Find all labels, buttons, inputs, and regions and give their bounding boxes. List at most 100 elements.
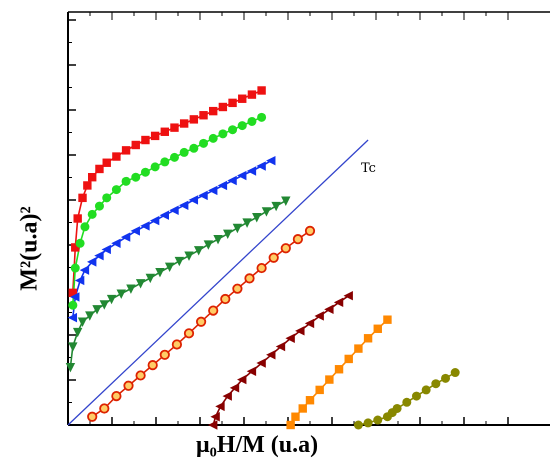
data-point-s1: [238, 94, 247, 103]
data-point-s5: [123, 380, 134, 391]
data-point-s5: [111, 390, 122, 402]
data-point-s3: [227, 175, 237, 186]
series-line-3: [72, 159, 272, 318]
data-point-s4: [261, 207, 272, 217]
data-point-s2: [237, 121, 247, 131]
x-axis-label: μ₀H/M (u.a): [196, 432, 319, 458]
data-point-s4: [126, 284, 136, 294]
data-point-s1: [95, 164, 104, 174]
data-point-s2: [80, 222, 90, 232]
data-point-s4: [92, 305, 102, 315]
data-point-s1: [73, 214, 82, 223]
data-point-s4: [155, 267, 165, 278]
data-point-s1: [112, 152, 121, 161]
data-point-s4: [223, 229, 233, 239]
series-lines: [69, 89, 456, 426]
data-point-s2: [75, 238, 85, 248]
data-point-s1: [228, 98, 237, 108]
data-point-s5: [87, 411, 98, 422]
data-point-s5: [292, 234, 303, 245]
data-point-s2: [228, 125, 238, 135]
data-point-s3: [94, 250, 104, 261]
data-point-s3: [246, 166, 257, 176]
data-point-s5: [220, 293, 231, 305]
data-point-s3: [67, 312, 78, 323]
data-point-s3: [169, 205, 179, 215]
data-point-s3: [208, 185, 218, 196]
data-point-s5: [171, 339, 182, 350]
data-point-s4: [99, 300, 109, 310]
data-point-s6: [295, 326, 305, 336]
data-point-s5: [99, 403, 110, 414]
data-point-s1: [189, 115, 199, 124]
data-point-s1: [68, 288, 78, 298]
data-point-s7: [291, 412, 300, 421]
series-markers: [65, 86, 460, 430]
data-point-s5: [280, 243, 291, 254]
data-point-s7: [286, 420, 295, 430]
data-point-s3: [111, 238, 121, 248]
data-point-s6: [237, 374, 247, 385]
data-point-s3: [237, 170, 247, 181]
data-point-s5: [196, 316, 207, 327]
data-point-s5: [268, 252, 279, 263]
data-point-s4: [281, 196, 291, 206]
data-point-s7: [383, 315, 392, 324]
data-point-s1: [160, 127, 169, 136]
data-point-s4: [164, 262, 175, 273]
data-point-s7: [315, 385, 324, 395]
axis-ticks: [68, 12, 509, 425]
data-point-s4: [65, 362, 76, 373]
data-point-s8: [431, 379, 441, 389]
data-point-s4: [203, 240, 214, 250]
data-point-s3: [130, 226, 140, 236]
data-point-s2: [179, 147, 189, 157]
data-point-s3: [178, 200, 189, 210]
tc-annotation: Tc: [361, 161, 376, 176]
data-point-s3: [70, 292, 80, 302]
data-point-s1: [102, 158, 111, 167]
data-point-s7: [363, 334, 373, 343]
series-line-1: [72, 89, 262, 293]
data-point-s3: [198, 190, 208, 201]
data-point-s4: [68, 342, 78, 352]
data-point-s4: [77, 317, 88, 327]
data-point-s2: [111, 185, 121, 195]
data-point-s1: [71, 243, 80, 252]
data-point-s4: [271, 201, 281, 212]
data-point-s2: [70, 263, 80, 273]
tc-reference-line: [67, 139, 369, 426]
data-point-s5: [232, 283, 243, 294]
data-point-s5: [147, 360, 158, 371]
data-point-s3: [101, 244, 111, 255]
data-point-s1: [247, 90, 257, 99]
data-point-s8: [353, 420, 363, 430]
data-point-s2: [257, 112, 267, 122]
series-line-6: [212, 295, 350, 426]
data-point-s7: [325, 375, 334, 384]
data-point-s6: [333, 297, 344, 308]
data-point-s1: [88, 173, 97, 182]
data-point-s5: [208, 305, 219, 316]
data-point-s8: [450, 368, 460, 378]
data-point-s3: [159, 210, 169, 220]
data-point-s3: [149, 215, 160, 226]
data-point-s1: [209, 106, 218, 116]
plot-frame: [67, 11, 550, 426]
data-point-s3: [87, 257, 97, 267]
data-point-s6: [314, 311, 324, 321]
data-point-s4: [252, 213, 262, 223]
data-point-s2: [68, 300, 78, 310]
data-point-s1: [78, 193, 87, 203]
data-point-s8: [441, 373, 451, 383]
data-point-s8: [421, 385, 431, 395]
data-point-s2: [94, 201, 104, 211]
data-point-s3: [256, 161, 266, 171]
data-point-s2: [199, 138, 209, 148]
data-point-s1: [83, 181, 92, 190]
data-point-s4: [193, 246, 204, 256]
data-point-s3: [79, 265, 90, 275]
data-point-s5: [183, 328, 195, 339]
data-point-s6: [266, 350, 276, 360]
data-point-s7: [334, 365, 344, 374]
